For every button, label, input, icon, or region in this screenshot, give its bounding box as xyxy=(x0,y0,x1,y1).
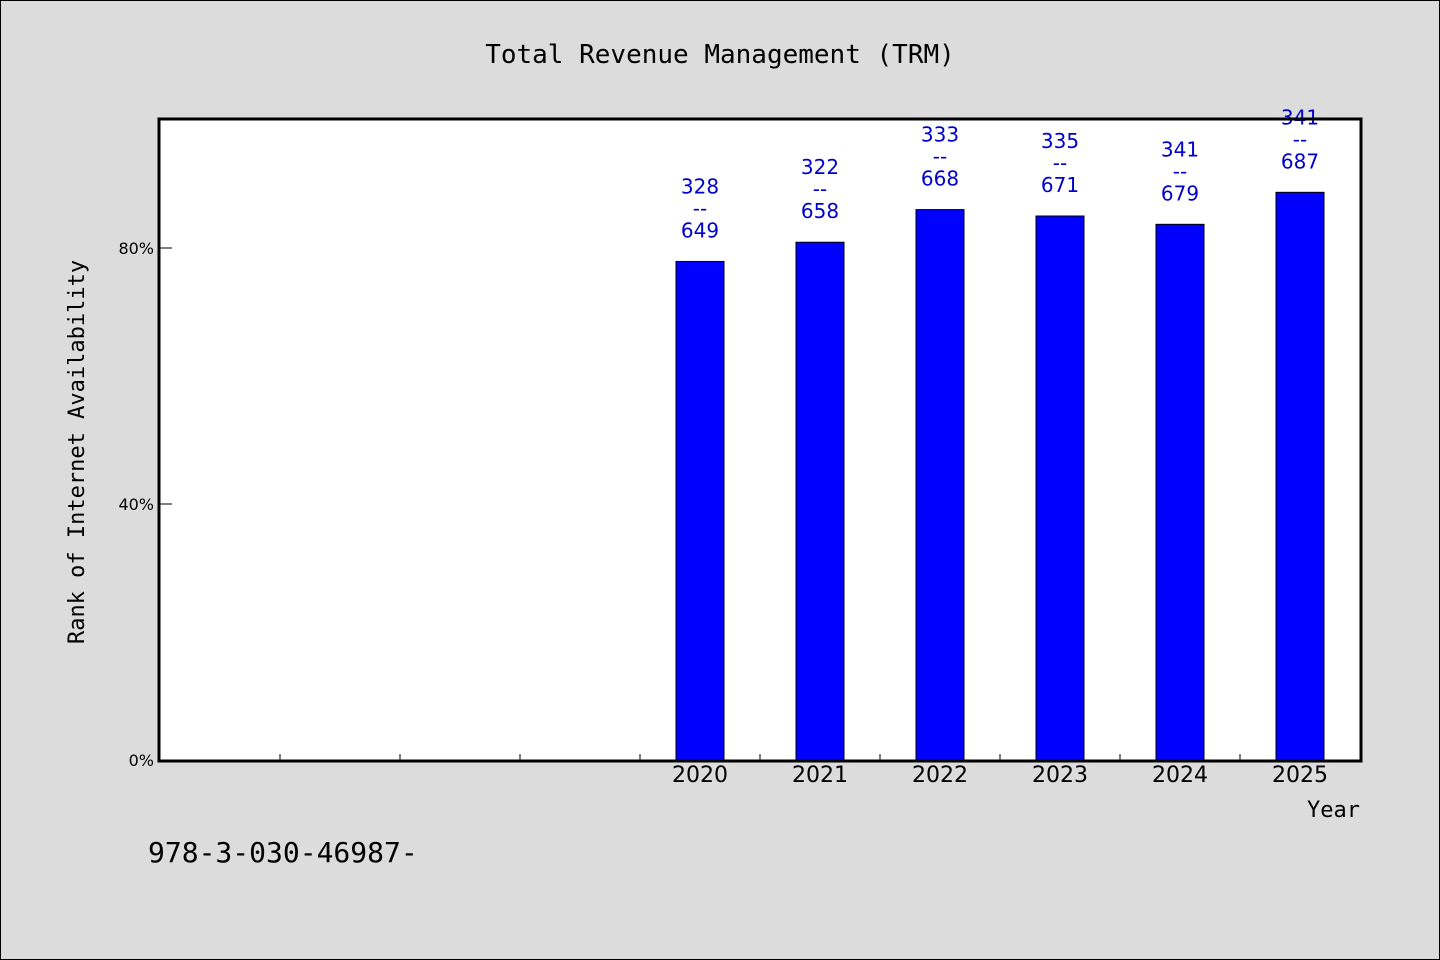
plot-border xyxy=(157,117,1363,763)
bar-2020 xyxy=(675,260,725,761)
bar-2021 xyxy=(795,241,845,761)
x-axis-label: Year xyxy=(1307,798,1360,823)
y-tick-label: 80% xyxy=(118,239,154,258)
data-label-2024: 679 xyxy=(1161,181,1199,205)
data-label-2023: -- xyxy=(1053,151,1067,175)
bar-2025 xyxy=(1275,191,1325,761)
data-label-2020: -- xyxy=(693,196,707,220)
data-label-2020: 649 xyxy=(681,218,719,242)
data-label-2022: 333 xyxy=(921,123,959,147)
bar-2022 xyxy=(915,209,965,761)
x-tick-label: 2023 xyxy=(1032,763,1088,788)
bar-2024 xyxy=(1155,223,1205,761)
y-axis-label: Rank of Internet Availability xyxy=(65,260,90,644)
data-label-2022: 668 xyxy=(921,167,959,191)
x-tick-label: 2021 xyxy=(792,763,848,788)
x-tick-label: 2020 xyxy=(672,763,728,788)
x-tick-label: 2025 xyxy=(1272,763,1328,788)
data-label-2022: -- xyxy=(933,145,947,169)
x-tick-label: 2024 xyxy=(1152,763,1208,788)
data-label-2021: 322 xyxy=(801,155,839,179)
chart-title: Total Revenue Management (TRM) xyxy=(485,40,955,70)
data-label-2024: -- xyxy=(1173,159,1187,183)
footer-isbn-text: 978-3-030-46987- xyxy=(148,836,418,869)
data-label-2025: 687 xyxy=(1281,149,1319,173)
y-tick-label: 0% xyxy=(129,751,154,770)
data-label-2025: -- xyxy=(1293,127,1307,151)
data-label-2024: 341 xyxy=(1161,137,1199,161)
y-tick-label: 40% xyxy=(118,495,154,514)
data-label-2023: 335 xyxy=(1041,129,1079,153)
data-label-2021: -- xyxy=(813,177,827,201)
data-label-2021: 658 xyxy=(801,199,839,223)
bar-2023 xyxy=(1035,215,1085,761)
data-label-2023: 671 xyxy=(1041,173,1079,197)
x-tick-label: 2022 xyxy=(912,763,968,788)
data-label-2025: 341 xyxy=(1281,105,1319,129)
data-label-2020: 328 xyxy=(681,174,719,198)
chart-marks: 0%40%80%2020649--3282021658--3222022668-… xyxy=(118,105,1363,788)
